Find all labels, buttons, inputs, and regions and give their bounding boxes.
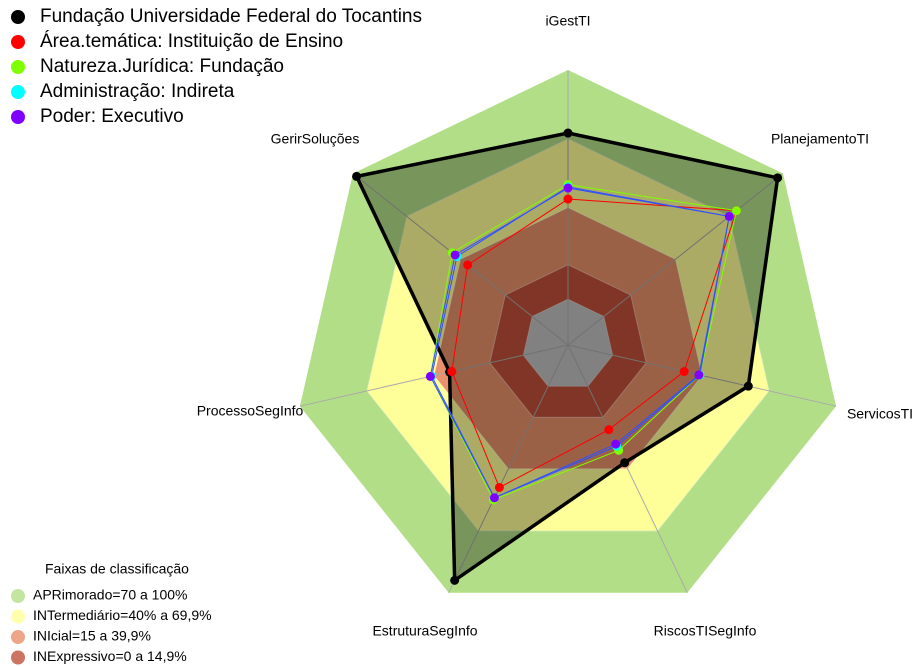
axis-label: PlanejamentoTI [771, 131, 869, 147]
data-point [743, 381, 753, 391]
data-point [494, 482, 504, 492]
legend-label: Administração: Indireta [40, 81, 235, 102]
legend-label: Fundação Universidade Federal do Tocanti… [40, 6, 422, 27]
data-point [724, 211, 734, 221]
legend-marker [11, 60, 25, 74]
data-point [563, 128, 573, 138]
legend-marker [11, 85, 25, 99]
spoke [567, 344, 688, 593]
data-point [450, 250, 460, 260]
axis-label: ServicosTI [847, 406, 913, 422]
data-point [731, 206, 741, 216]
data-point [604, 425, 614, 435]
data-point [694, 370, 704, 380]
data-point [450, 575, 460, 585]
grid-ring [522, 298, 614, 387]
spoke [352, 173, 569, 346]
grid-ring [366, 138, 770, 532]
band-legend-marker [11, 650, 25, 665]
bands-title: Faixas de classificação [45, 561, 189, 577]
data-point [489, 493, 499, 503]
legend-marker [11, 110, 25, 124]
band-legend-marker [11, 609, 25, 624]
data-point [611, 439, 621, 449]
legend-label: Área.temática: Instituição de Ensino [40, 31, 343, 52]
grid-ring [433, 206, 703, 470]
spoke [567, 173, 784, 346]
grid-ring [489, 264, 647, 418]
axis-label: GerirSoluções [271, 131, 360, 147]
axis-label: RiscosTISegInfo [654, 623, 757, 639]
data-point [563, 183, 573, 193]
band-legend-marker [11, 630, 25, 644]
data-point [463, 260, 473, 270]
data-point [447, 367, 457, 377]
legend-label: Poder: Executivo [40, 106, 184, 127]
data-point [620, 458, 630, 468]
series-area [451, 198, 738, 489]
band-legend-label: INExpressivo=0 a 14,9% [33, 648, 187, 664]
legend-marker [11, 10, 25, 24]
data-point [773, 173, 783, 183]
spoke [448, 344, 569, 593]
data-point [352, 171, 362, 181]
band-legend-label: APRimorado=70 a 100% [33, 587, 188, 603]
axis-label: ProcessoSegInfo [197, 403, 304, 419]
axis-label: EstruturaSegInfo [372, 623, 477, 639]
data-point [425, 371, 435, 381]
band-legend-marker [11, 589, 25, 603]
series-area [354, 131, 780, 584]
series-area [429, 184, 738, 501]
band-legend-label: INTermediário=40% a 69,9% [33, 607, 212, 623]
data-point [563, 194, 573, 204]
band-legend-label: INIcial=15 a 39,9% [33, 628, 151, 644]
series-area [429, 187, 730, 499]
data-point [679, 367, 689, 377]
axis-label: iGestTI [545, 13, 590, 29]
legend-marker [11, 35, 25, 49]
legend-label: Natureza.Jurídica: Fundação [40, 56, 284, 77]
